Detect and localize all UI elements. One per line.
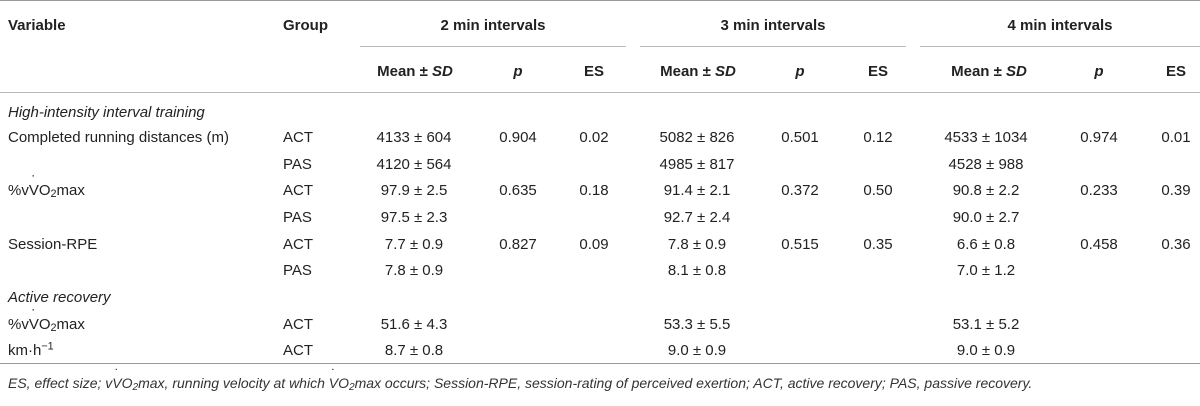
group-vo2-act: ACT [283,182,313,199]
header-mean-sd-3: Mean ± SD [660,63,736,80]
header-4-min-intervals: 4 min intervals [1007,17,1113,34]
rpe-act-p-3: 0.515 [781,236,819,253]
group-rpe-pas: PAS [283,262,312,279]
section-hiit: High-intensity interval training [8,104,205,121]
rpe-act-es-4: 0.36 [1161,236,1191,253]
header-p-2: p [513,63,523,80]
ar-kmh-act-mean-2: 8.7 ± 0.8 [384,342,444,359]
group-distance-act: ACT [283,129,313,146]
header-group: Group [283,17,328,34]
row-label-ar-vo2max: %vVO2max [8,307,85,334]
rpe-pas-mean-3: 8.1 ± 0.8 [667,262,727,279]
table-bottom-rule [0,363,1200,364]
group-ar-vo2-act: ACT [283,316,313,333]
table-footnote: ES, effect size; vVO2max, running veloci… [8,366,1032,393]
header-es-4: ES [1165,63,1187,80]
header-es-2: ES [583,63,605,80]
group-ar-kmh-act: ACT [283,342,313,359]
vo2-act-mean-2: 97.9 ± 2.5 [380,182,448,199]
table-top-rule [0,0,1200,1]
vo2-pas-mean-4: 90.0 ± 2.7 [952,209,1020,226]
distance-pas-mean-2: 4120 ± 564 [376,156,452,173]
distance-act-p-4: 0.974 [1080,129,1118,146]
section-active-recovery: Active recovery [8,289,111,306]
ar-vo2-act-mean-4: 53.1 ± 5.2 [952,316,1020,333]
rpe-act-mean-4: 6.6 ± 0.8 [956,236,1016,253]
header-p-3: p [795,63,805,80]
vo2-act-p-3: 0.372 [781,182,819,199]
distance-act-p-2: 0.904 [499,129,537,146]
rpe-act-es-3: 0.35 [863,236,893,253]
vo2-act-p-2: 0.635 [499,182,537,199]
row-label-vo2max: %vVO2max [8,173,85,200]
rpe-act-p-2: 0.827 [499,236,537,253]
ar-vo2-act-mean-3: 53.3 ± 5.5 [663,316,731,333]
group-rpe-act: ACT [283,236,313,253]
vo2-act-es-4: 0.39 [1161,182,1191,199]
ar-kmh-act-mean-3: 9.0 ± 0.9 [667,342,727,359]
rpe-pas-mean-2: 7.8 ± 0.9 [384,262,444,279]
ar-vo2-act-mean-2: 51.6 ± 4.3 [380,316,448,333]
header-3-min-intervals: 3 min intervals [720,17,826,34]
distance-pas-mean-3: 4985 ± 817 [659,156,735,173]
vo2-act-es-3: 0.50 [863,182,893,199]
distance-act-mean-4: 4533 ± 1034 [944,129,1028,146]
vo2-pas-mean-3: 92.7 ± 2.4 [663,209,731,226]
distance-act-es-4: 0.01 [1161,129,1191,146]
rpe-act-p-4: 0.458 [1080,236,1118,253]
distance-act-p-3: 0.501 [781,129,819,146]
distance-act-es-2: 0.02 [579,129,609,146]
interval-4-rule [920,46,1200,47]
row-label-distance: Completed running distances (m) [8,129,229,146]
row-label-session-rpe: Session-RPE [8,236,98,253]
group-distance-pas: PAS [283,156,312,173]
header-bottom-rule [0,92,1200,93]
group-vo2-pas: PAS [283,209,312,226]
ar-kmh-act-mean-4: 9.0 ± 0.9 [956,342,1016,359]
row-label-kmh: km·h−1 [8,340,54,359]
distance-act-mean-3: 5082 ± 826 [659,129,735,146]
distance-pas-mean-4: 4528 ± 988 [948,156,1024,173]
distance-act-es-3: 0.12 [863,129,893,146]
vo2-act-mean-4: 90.8 ± 2.2 [952,182,1020,199]
vo2-pas-mean-2: 97.5 ± 2.3 [380,209,448,226]
header-2-min-intervals: 2 min intervals [440,17,546,34]
interval-2-rule [360,46,626,47]
distance-act-mean-2: 4133 ± 604 [376,129,452,146]
vo2-act-mean-3: 91.4 ± 2.1 [663,182,731,199]
header-p-4: p [1094,63,1104,80]
rpe-act-mean-2: 7.7 ± 0.9 [384,236,444,253]
rpe-act-es-2: 0.09 [579,236,609,253]
rpe-pas-mean-4: 7.0 ± 1.2 [956,262,1016,279]
vo2-act-es-2: 0.18 [579,182,609,199]
rpe-act-mean-3: 7.8 ± 0.9 [667,236,727,253]
header-mean-sd-2: Mean ± SD [377,63,453,80]
header-variable: Variable [8,17,66,34]
header-mean-sd-4: Mean ± SD [951,63,1027,80]
header-es-3: ES [867,63,889,80]
interval-3-rule [640,46,906,47]
vo2-act-p-4: 0.233 [1080,182,1118,199]
